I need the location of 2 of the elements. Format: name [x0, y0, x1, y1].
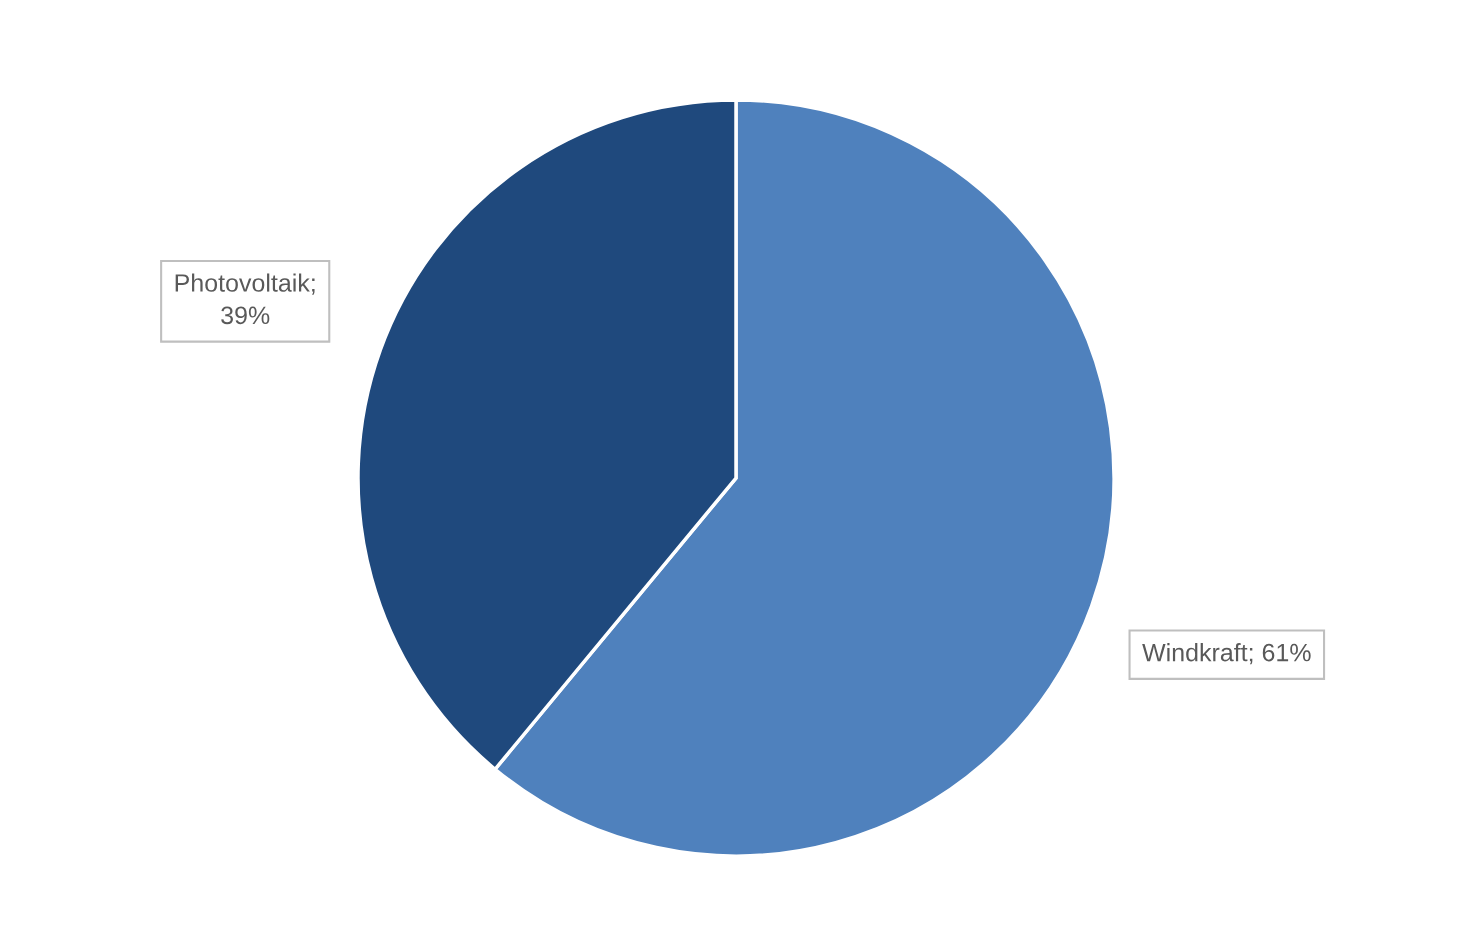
slice-label: Windkraft; 61%	[1142, 643, 1311, 665]
slice-label: Photovoltaik; 39%	[175, 273, 315, 325]
